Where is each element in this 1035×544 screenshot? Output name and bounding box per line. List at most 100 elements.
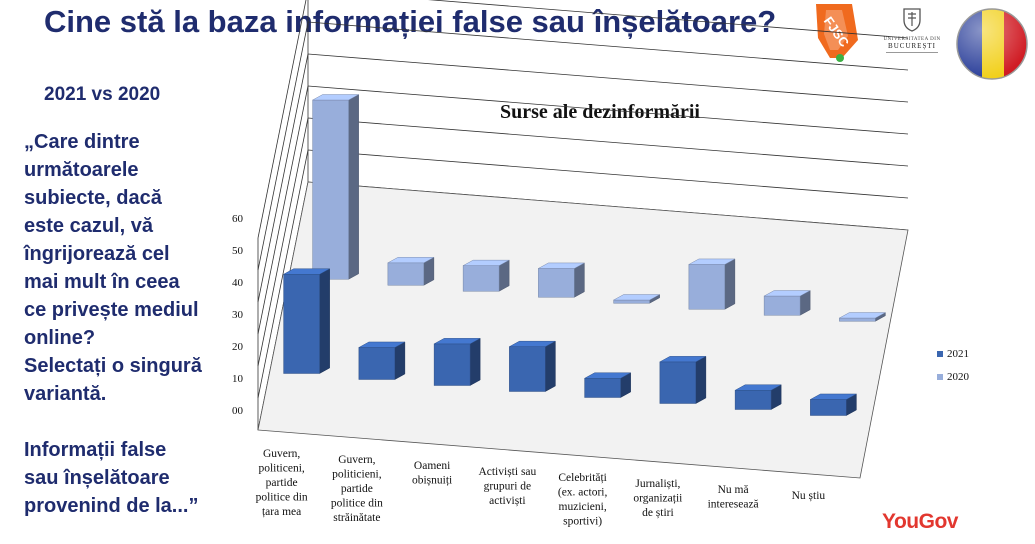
y-tick-label: 40 [232, 277, 244, 289]
category-label: (ex. actori, [558, 487, 608, 499]
category-label: activiști [489, 495, 525, 507]
question-line: următoarele [24, 159, 139, 181]
university-crest-icon [903, 8, 921, 32]
bar-2020-top [312, 94, 359, 101]
bar-2021 [433, 343, 471, 386]
university-label: UNIVERSITATEA DIN [883, 37, 941, 42]
bar-2020-top [839, 312, 886, 319]
category-label: Celebrități [558, 472, 607, 484]
category-label: partide [266, 477, 298, 489]
back-wall-gridline [307, 117, 909, 167]
y-tick-label: 10 [232, 373, 244, 385]
bar-2021 [659, 361, 697, 404]
question-line: Selectați o singură [24, 355, 202, 377]
category-label: sportivi) [563, 516, 602, 528]
category-label: Oameni [414, 460, 450, 472]
category-label: Activiști sau [478, 466, 536, 478]
bar-2020 [763, 295, 801, 316]
bar-2021-side [394, 341, 406, 380]
bar-2020 [613, 299, 650, 304]
category-label: muzicieni, [559, 501, 607, 513]
category-label: obișnuiți [412, 475, 452, 487]
back-wall-gridline [307, 21, 909, 71]
category-label: interesează [708, 499, 759, 511]
bar-2020 [538, 268, 575, 298]
bar-2020-top [764, 290, 811, 297]
category-label: politicieni, [332, 469, 382, 481]
bar-2021-top [283, 268, 330, 275]
romania-flag-icon [956, 8, 1028, 80]
category-label: politiceni, [258, 463, 304, 475]
y-tick-label: 50 [232, 245, 244, 257]
bar-2020-side [348, 94, 359, 280]
bar-2021 [358, 347, 396, 380]
bar-2020-top [688, 258, 735, 265]
left-wall-gridline [257, 53, 309, 303]
left-wall-gridline [257, 149, 309, 399]
bar-2020 [462, 265, 500, 292]
bar-2020 [688, 264, 726, 310]
bar-2021-top [735, 384, 782, 391]
bar-2021 [584, 378, 621, 398]
question-line: online? [24, 327, 96, 349]
question-line: îngrijorează cel [24, 243, 170, 265]
chart-title: Surse ale dezinformării [500, 101, 700, 123]
category-label: politice din [331, 498, 383, 510]
legend-label: 2021 [947, 348, 969, 360]
university-logo: UNIVERSITATEA DIN BUCUREȘTI [878, 6, 946, 55]
bar-2021-side [695, 355, 707, 404]
y-tick-label: 60 [232, 213, 244, 225]
bar-2020 [387, 262, 425, 286]
category-label: Jurnaliști, [635, 478, 680, 490]
info-line: Informații false [24, 439, 167, 461]
category-label: politice din [256, 492, 308, 504]
fjsc-logo: FJSC [816, 4, 858, 62]
survey-question: „Care dintre următoarele subiecte, dacă … [24, 128, 214, 520]
back-wall-gridline [307, 85, 909, 135]
left-wall-gridline [257, 85, 309, 335]
bar-2021 [509, 346, 546, 392]
bar-2021 [810, 399, 847, 416]
slide-title: Cine stă la baza informației false sau î… [44, 4, 777, 39]
left-wall-gridline [257, 0, 307, 239]
category-label: țara mea [262, 506, 301, 518]
category-label: Guvern, [338, 454, 375, 466]
bar-2020-top [463, 259, 510, 266]
question-line: mai mult în ceea [24, 271, 180, 293]
bar-2021-top [584, 372, 631, 379]
category-label: Nu mă [718, 484, 749, 496]
legend-label: 2020 [947, 371, 970, 383]
back-wall-gridline [307, 149, 909, 199]
yougov-logo: YouGov [882, 510, 958, 533]
bar-2021-side [469, 337, 481, 386]
bar-2021-top [434, 338, 481, 345]
bar-2020 [312, 99, 349, 280]
bar-2020-top [538, 262, 585, 269]
y-tick-label: 00 [232, 405, 244, 417]
question-line: variantă. [24, 383, 107, 405]
legend-swatch [937, 351, 943, 357]
comparison-subtitle: 2021 vs 2020 [44, 84, 161, 105]
bar-2020-top [613, 294, 660, 301]
category-label: de știri [642, 507, 674, 519]
y-tick-label: 20 [232, 341, 244, 353]
category-label: partide [341, 483, 373, 495]
university-divider [886, 52, 938, 53]
question-line: este cazul, vă [24, 215, 153, 237]
question-line: ce privește mediul [24, 299, 199, 321]
bar-2020-top [387, 257, 434, 264]
bar-2021 [283, 274, 320, 374]
university-name: BUCUREȘTI [888, 42, 936, 50]
category-label: Nu știu [792, 490, 826, 502]
bar-2020-side [574, 262, 585, 298]
category-label: organizații [633, 493, 682, 505]
back-wall-gridline [307, 53, 909, 103]
bar-2021-top [810, 393, 857, 400]
category-label: grupuri de [484, 481, 532, 493]
question-line: subiecte, dacă [24, 187, 162, 209]
category-label: Guvern, [263, 448, 300, 460]
category-label: străinătate [333, 512, 380, 524]
legend-swatch [937, 374, 943, 380]
bar-2021-side [545, 340, 556, 392]
